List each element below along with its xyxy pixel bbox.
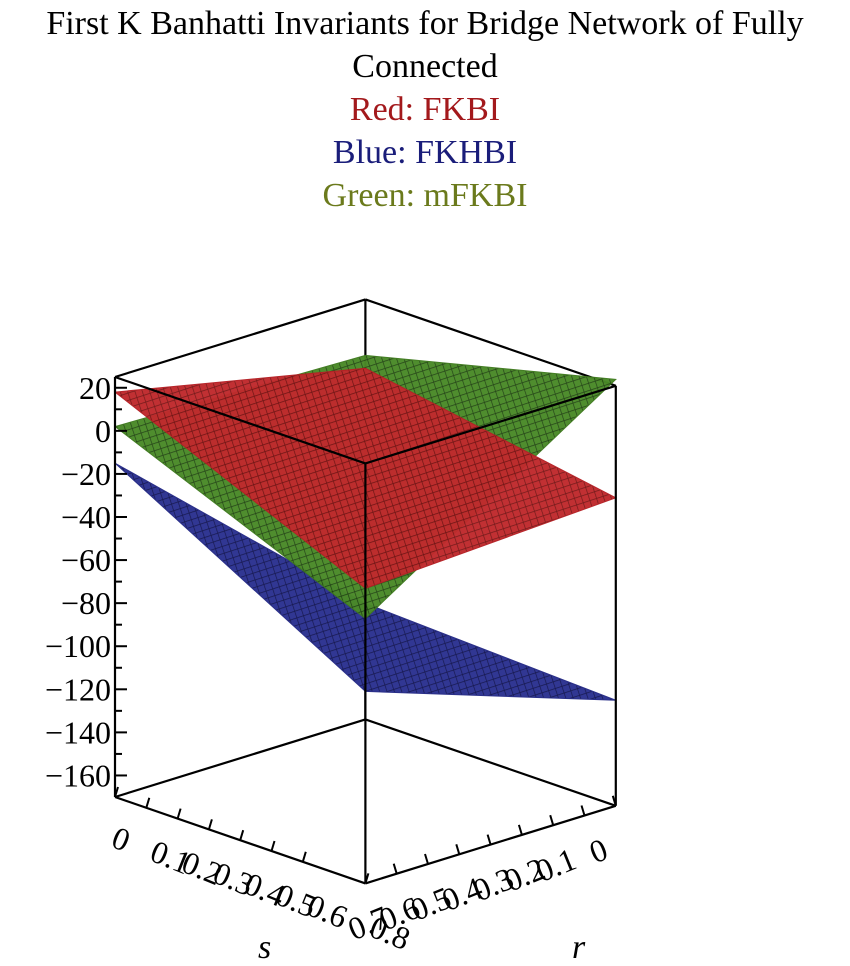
s-tick <box>270 840 276 852</box>
z-tick-label: 20 <box>79 370 111 406</box>
s-tick-label: 0 <box>107 819 135 858</box>
z-tick-label: −40 <box>61 499 111 535</box>
r-tick <box>424 853 429 865</box>
box-top-front-right-edge <box>365 384 617 465</box>
s-tick <box>301 851 307 863</box>
box-back-right-floor-edge <box>365 718 617 807</box>
r-tick <box>580 805 586 816</box>
s-tick <box>145 797 151 809</box>
legend-entry-blue: Blue: FKHBI <box>332 134 518 171</box>
r-tick-label: 0 <box>584 831 612 870</box>
r-tick <box>455 844 461 855</box>
r-tick <box>517 824 523 836</box>
s-axis-label: s <box>258 929 271 966</box>
z-tick-label: −60 <box>61 542 111 578</box>
box-back-left-floor-edge <box>114 718 366 799</box>
box-top-back-left-edge <box>114 298 366 379</box>
z-tick-label: −80 <box>61 585 111 621</box>
z-tick-label: −140 <box>45 714 111 750</box>
s-tick <box>176 808 182 819</box>
box-top-front-left-edge <box>114 375 366 465</box>
z-tick-label: −100 <box>45 628 111 664</box>
r-tick <box>392 863 398 874</box>
z-tick-label: 0 <box>95 413 111 449</box>
chart-title: First K Banhatti Invariants for Bridge N… <box>46 5 804 85</box>
z-tick-label: −20 <box>61 456 111 492</box>
title-block: First K Banhatti Invariants for Bridge N… <box>0 2 850 217</box>
s-tick <box>239 829 245 841</box>
s-tick <box>114 786 119 798</box>
s-tick <box>364 873 370 884</box>
box-top-back-right-edge <box>365 298 617 387</box>
r-tick <box>486 834 492 845</box>
z-tick-label: −160 <box>45 757 111 793</box>
legend-entry-red: Red: FKBI <box>349 91 501 128</box>
legend-entry-green: Green: mFKBI <box>322 177 528 214</box>
r-tick <box>611 795 617 807</box>
r-tick <box>549 814 555 826</box>
r-axis-label: r <box>572 929 586 966</box>
s-tick <box>207 819 213 830</box>
z-tick-label: −120 <box>45 671 111 707</box>
